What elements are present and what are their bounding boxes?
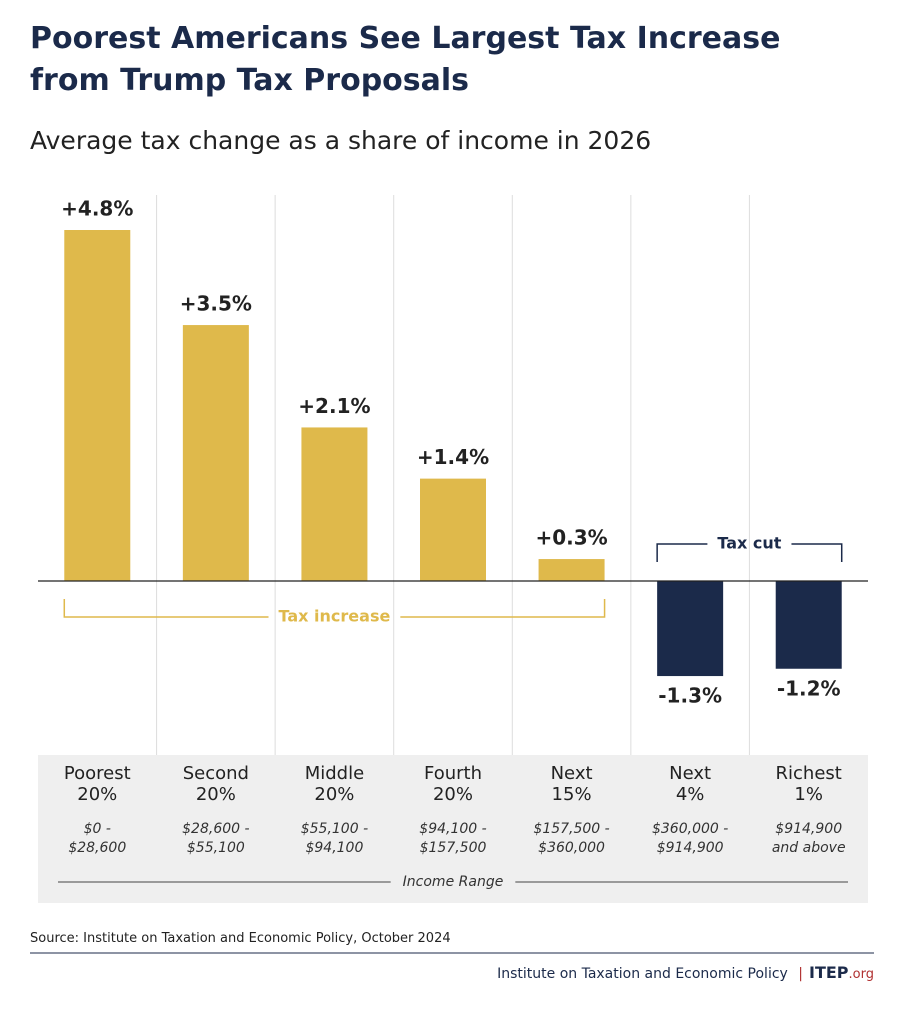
- bar: [420, 478, 486, 581]
- label-panel: [38, 755, 868, 903]
- footer: Institute on Taxation and Economic Polic…: [497, 963, 874, 982]
- income-range: $914,900 and above: [771, 821, 846, 856]
- bar: [657, 581, 724, 677]
- footer-org: Institute on Taxation and Economic Polic…: [497, 966, 788, 982]
- increase-annotation-bracket: [63, 599, 606, 618]
- value-label: +3.5%: [180, 292, 252, 316]
- increase-annotation: Tax increase: [279, 607, 391, 626]
- category-label: Poorest 20%: [63, 763, 131, 805]
- income-range: $360,000 - $914,900: [651, 821, 729, 856]
- bar: [775, 581, 842, 669]
- source: Source: Institute on Taxation and Econom…: [30, 931, 451, 946]
- footer-logo: ITEP: [809, 963, 849, 982]
- value-label: -1.3%: [658, 684, 722, 708]
- income-range: $55,100 - $94,100: [300, 821, 369, 856]
- bar: [64, 230, 131, 581]
- footer-separator: |: [798, 966, 803, 982]
- income-range: $28,600 - $55,100: [182, 821, 250, 856]
- value-label: +1.4%: [417, 445, 489, 469]
- category-label: Next 4%: [669, 763, 712, 805]
- bar: [301, 427, 368, 581]
- income-range: $94,100 - $157,500: [419, 821, 487, 856]
- chart-subtitle: Average tax change as a share of income …: [30, 126, 652, 155]
- category-label: Richest 1%: [775, 763, 842, 805]
- income-range: $0 - $28,600: [68, 821, 127, 856]
- category-label: Next 15%: [550, 763, 593, 805]
- x-axis-label: Income Range: [403, 874, 504, 890]
- income-range: $157,500 - $360,000: [533, 821, 610, 856]
- value-label: +0.3%: [535, 526, 607, 550]
- bar: [538, 559, 605, 581]
- value-label: +4.8%: [61, 197, 133, 221]
- value-label: +2.1%: [298, 394, 370, 418]
- category-label: Fourth 20%: [424, 763, 482, 805]
- category-label: Middle 20%: [304, 763, 365, 805]
- chart-title: Poorest Americans See Largest Tax Increa…: [30, 21, 781, 98]
- decrease-annotation-bracket: [656, 543, 843, 562]
- category-label: Second 20%: [182, 763, 249, 805]
- footer-logo-suffix: .org: [848, 967, 874, 982]
- value-label: -1.2%: [777, 676, 841, 700]
- bar: [182, 325, 249, 581]
- decrease-annotation: Tax cut: [717, 534, 781, 553]
